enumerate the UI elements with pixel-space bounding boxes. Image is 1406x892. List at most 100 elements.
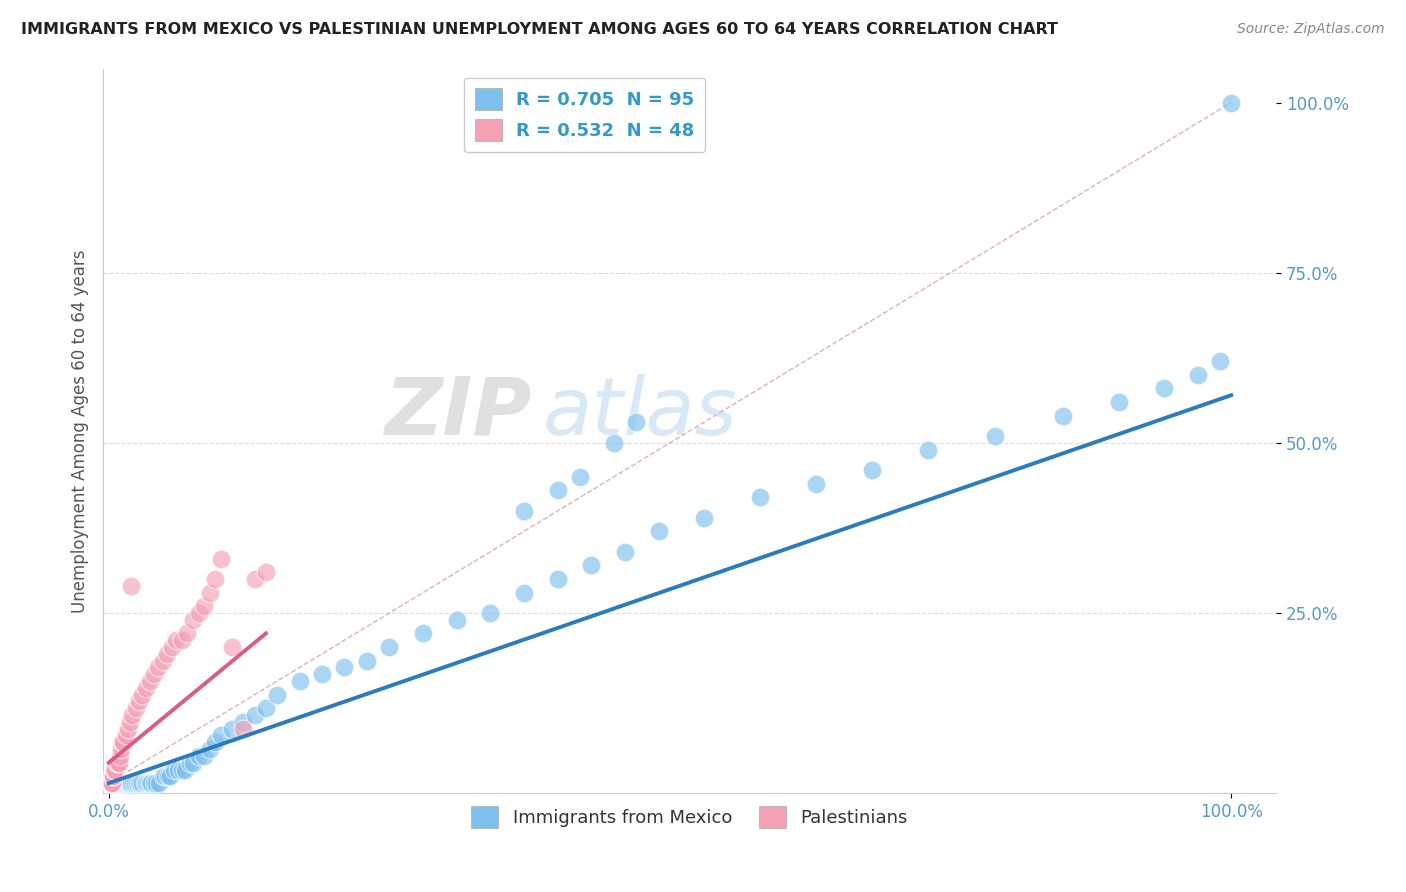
Point [101,776,124,790]
Point [152,654,174,668]
Point [100,776,122,790]
Point [107,776,129,790]
Point [103,769,125,783]
Point [111,735,134,749]
Point [100,776,122,790]
Point [204,735,226,749]
Point [547,572,569,586]
Point [146,660,169,674]
Point [100,776,122,790]
Point [117,776,139,790]
Point [98,776,121,790]
Point [479,606,502,620]
Point [153,769,176,783]
Point [152,769,174,783]
Point [103,776,125,790]
Point [100,776,122,790]
Point [103,776,125,790]
Point [114,776,136,790]
Point [101,769,124,783]
Point [1108,395,1130,409]
Text: atlas: atlas [543,374,738,452]
Point [356,654,378,668]
Point [626,416,648,430]
Point [107,756,129,770]
Point [135,681,157,695]
Point [103,769,125,783]
Point [142,667,165,681]
Point [170,763,193,777]
Point [98,776,121,790]
Point [129,776,152,790]
Point [121,708,143,723]
Point [179,756,201,770]
Point [108,776,131,790]
Point [131,688,153,702]
Point [117,722,139,736]
Point [547,483,569,498]
Point [120,776,142,790]
Point [254,565,277,579]
Point [108,756,131,770]
Point [232,714,254,729]
Point [148,776,170,790]
Point [110,776,132,790]
Point [105,776,128,790]
Point [446,613,468,627]
Point [104,763,127,777]
Point [1220,95,1243,110]
Point [603,435,626,450]
Point [122,776,145,790]
Point [104,776,127,790]
Point [288,674,311,689]
Point [103,776,125,790]
Point [120,714,142,729]
Point [614,545,637,559]
Point [378,640,401,654]
Point [198,742,221,756]
Point [114,729,136,743]
Point [98,776,121,790]
Point [139,674,162,689]
Point [333,660,356,674]
Point [108,776,131,790]
Point [135,776,157,790]
Point [111,776,134,790]
Point [100,776,122,790]
Point [266,688,288,702]
Point [136,776,159,790]
Point [105,756,128,770]
Point [98,776,121,790]
Point [101,776,124,790]
Point [692,510,714,524]
Point [142,776,165,790]
Point [984,429,1007,443]
Point [648,524,671,539]
Point [131,776,153,790]
Point [160,640,183,654]
Point [157,769,180,783]
Point [1153,381,1175,395]
Point [311,667,333,681]
Point [917,442,939,457]
Point [181,756,204,770]
Point [103,776,125,790]
Point [232,722,254,736]
Point [141,776,163,790]
Point [101,776,124,790]
Point [125,701,148,715]
Point [181,613,204,627]
Point [163,763,186,777]
Point [804,476,827,491]
Point [165,633,187,648]
Text: ZIP: ZIP [384,374,531,452]
Y-axis label: Unemployment Among Ages 60 to 64 years: Unemployment Among Ages 60 to 64 years [72,249,89,613]
Point [167,763,190,777]
Point [193,748,215,763]
Legend: Immigrants from Mexico, Palestinians: Immigrants from Mexico, Palestinians [464,798,915,835]
Point [104,776,127,790]
Point [209,729,232,743]
Point [101,776,124,790]
Point [112,735,135,749]
Point [412,626,434,640]
